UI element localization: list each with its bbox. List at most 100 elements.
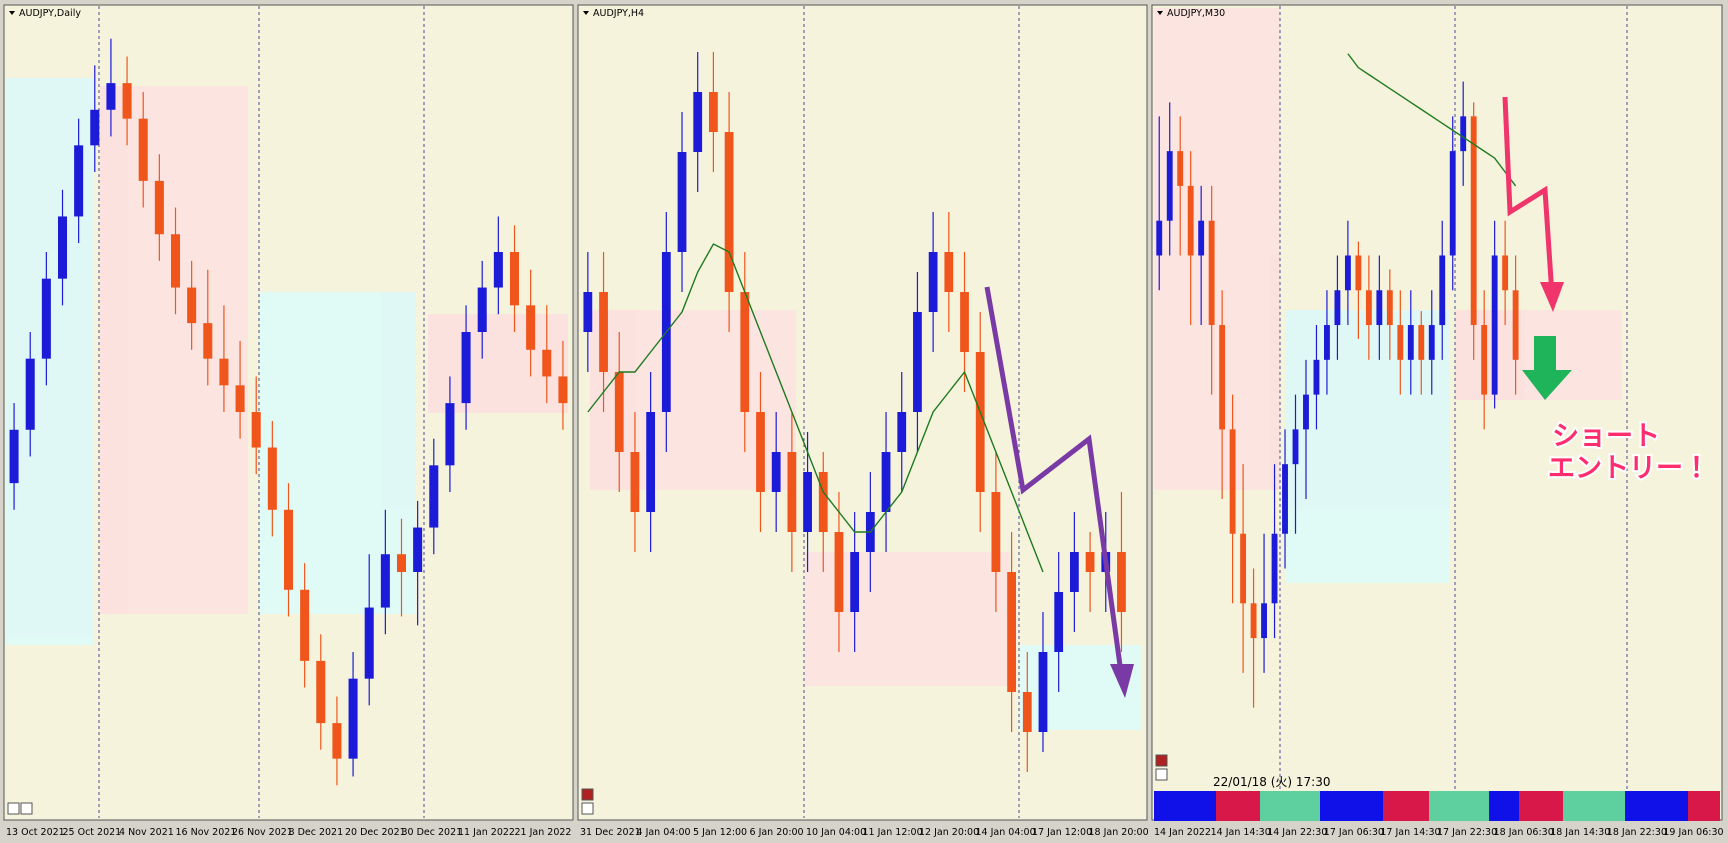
- status-bar: 22/01/18 (火) 17:30: [1154, 775, 1720, 821]
- candle-body: [1229, 429, 1236, 534]
- timestamp: 22/01/18 (火) 17:30: [1213, 775, 1330, 789]
- candle-body: [756, 412, 765, 492]
- bar-segment: [1519, 791, 1563, 821]
- trend-arrow: [984, 286, 1125, 681]
- x-tick-label: 14 Jan 2022: [1154, 827, 1211, 838]
- x-tick-label: 20 Dec 2021: [345, 827, 406, 838]
- moving-average: [587, 243, 1044, 573]
- candle-body: [1261, 603, 1267, 639]
- panel-title: AUDJPY,M30: [1167, 8, 1225, 19]
- candle-body: [787, 452, 797, 532]
- x-tick-label: 31 Dec 2021: [580, 827, 641, 838]
- panel-title: AUDJPY,H4: [593, 8, 644, 19]
- candle-body: [187, 287, 197, 324]
- zone: [260, 292, 416, 614]
- x-tick-label: 14 Jan 22:30: [1267, 827, 1327, 838]
- candle-body: [1085, 552, 1095, 572]
- zone: [1285, 310, 1450, 583]
- icon[interactable]: [581, 802, 594, 815]
- candle-body: [509, 252, 520, 306]
- candle-body: [1491, 255, 1498, 395]
- candle-body: [1303, 394, 1309, 430]
- candle-body: [1166, 151, 1173, 221]
- candle-body: [630, 452, 640, 512]
- candle-body: [1439, 255, 1446, 326]
- title-marker: [583, 11, 589, 15]
- candle-body: [1376, 290, 1383, 326]
- bar-segment: [1260, 791, 1320, 821]
- icon[interactable]: [581, 788, 594, 801]
- panel-title: AUDJPY,Daily: [19, 8, 81, 19]
- candle-body: [850, 552, 860, 612]
- x-tick-label: 4 Jan 04:00: [637, 827, 691, 838]
- candle-body: [1054, 592, 1064, 652]
- candle-body: [25, 358, 35, 430]
- bar-segment: [1429, 791, 1489, 821]
- candle-body: [960, 292, 969, 352]
- icon[interactable]: [20, 802, 33, 815]
- candle-body: [1038, 652, 1048, 732]
- x-tick-label: 21 Jan 2022: [515, 827, 572, 838]
- candle-body: [614, 372, 624, 452]
- x-tick-label: 17 Jan 14:30: [1380, 827, 1440, 838]
- candle-body: [1502, 255, 1509, 291]
- candle-body: [975, 352, 985, 492]
- candle-body: [74, 145, 84, 217]
- x-tick-label: 14 Jan 04:00: [976, 827, 1036, 838]
- candle-body: [364, 607, 374, 679]
- candle-body: [1355, 255, 1362, 291]
- x-tick-label: 25 Oct 2021: [63, 827, 122, 838]
- candle-body: [1334, 290, 1341, 326]
- arrow-head: [1110, 664, 1134, 698]
- candle-body: [1418, 325, 1425, 360]
- x-tick-label: 18 Jan 20:00: [1089, 827, 1149, 838]
- candle-body: [881, 452, 891, 512]
- candle-body: [203, 323, 213, 359]
- x-tick-label: 11 Jan 2022: [458, 827, 515, 838]
- candle-body: [1470, 116, 1477, 326]
- candle-body: [300, 589, 310, 661]
- x-tick-label: 11 Jan 12:00: [863, 827, 923, 838]
- candle-body: [283, 509, 294, 590]
- candle-body: [1117, 552, 1126, 612]
- x-tick-label: 8 Dec 2021: [289, 827, 344, 838]
- x-tick-label: 14 Jan 14:30: [1211, 827, 1271, 838]
- candle-body: [646, 412, 656, 512]
- x-tick-label: 5 Jan 12:00: [693, 827, 747, 838]
- zone: [1154, 8, 1280, 490]
- x-tick-label: 18 Jan 14:30: [1550, 827, 1610, 838]
- candle-body: [1219, 325, 1226, 430]
- candle-body: [818, 472, 828, 532]
- candle-body: [1449, 151, 1456, 256]
- entry-arrow: [1534, 336, 1556, 370]
- icon[interactable]: [1155, 768, 1168, 781]
- x-tick-label: 17 Jan 22:30: [1437, 827, 1497, 838]
- candle-body: [41, 278, 51, 359]
- candle-body: [1365, 290, 1372, 326]
- candle-body: [235, 385, 245, 412]
- icon[interactable]: [7, 802, 20, 815]
- bar-segment: [1320, 791, 1383, 821]
- candle-body: [558, 376, 568, 404]
- candle-body: [1187, 185, 1194, 256]
- candle-body: [1007, 572, 1016, 692]
- annotation-text: ショート: [1552, 421, 1660, 452]
- candle-body: [1460, 116, 1467, 152]
- candle-body: [724, 132, 734, 292]
- x-tick-label: 17 Jan 06:30: [1324, 827, 1384, 838]
- candle-body: [913, 312, 922, 412]
- bar-segment: [1688, 791, 1720, 821]
- candle-body: [1069, 552, 1079, 592]
- candle-body: [1177, 151, 1184, 186]
- candle-body: [445, 403, 455, 466]
- candle-body: [380, 554, 390, 608]
- candle-body: [1208, 220, 1215, 326]
- x-tick-label: 18 Jan 22:30: [1607, 827, 1667, 838]
- candle-body: [396, 554, 407, 572]
- x-tick-label: 6 Jan 20:00: [750, 827, 804, 838]
- icon[interactable]: [1155, 754, 1168, 767]
- candle-body: [1407, 325, 1414, 360]
- candle-body: [740, 292, 750, 412]
- moving-average: [1347, 53, 1517, 187]
